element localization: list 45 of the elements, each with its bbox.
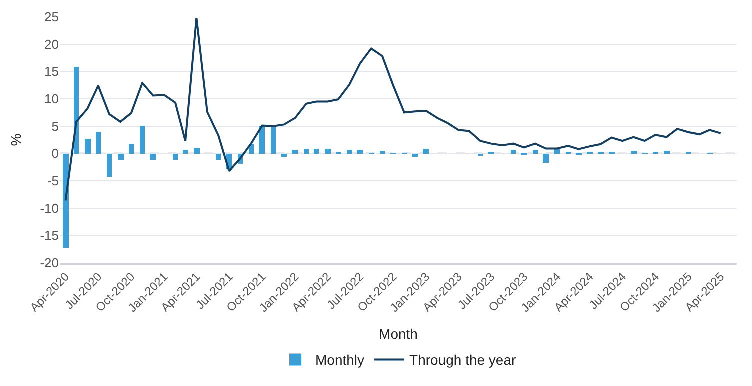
y-tick-label: -5 [47, 174, 59, 189]
y-tick-label: -20 [40, 256, 59, 271]
y-tick-label: 0 [52, 146, 59, 162]
bar [292, 150, 298, 154]
bar [96, 132, 101, 154]
x-axis-title: Month [379, 326, 418, 342]
bar [347, 150, 352, 154]
bar [533, 150, 538, 154]
bar [129, 144, 134, 154]
bar [281, 154, 287, 157]
bar [423, 149, 429, 154]
y-axis-title: % [8, 134, 24, 146]
line-series [64, 17, 722, 202]
bar [183, 150, 188, 154]
bar [63, 154, 69, 248]
legend-label: Through the year [410, 352, 516, 368]
bar [357, 150, 363, 154]
bar [664, 151, 670, 154]
bar [85, 139, 91, 154]
y-tick-label: -10 [40, 200, 59, 216]
bar [74, 67, 79, 154]
bar [325, 149, 331, 154]
bar [259, 126, 265, 154]
bar [118, 154, 124, 160]
bar [511, 150, 516, 154]
bar [271, 126, 276, 154]
bar [304, 149, 309, 154]
bar [543, 154, 549, 163]
bar [140, 126, 145, 154]
bar [194, 148, 200, 154]
bar [631, 151, 637, 154]
y-tick-label: 25 [44, 10, 59, 25]
bar [412, 154, 418, 157]
bar [173, 154, 178, 160]
bar [314, 149, 319, 154]
bar [380, 151, 385, 154]
bar [150, 154, 156, 160]
y-tick-label: 10 [44, 92, 59, 107]
bar [107, 154, 112, 177]
y-tick-label: 15 [44, 64, 59, 80]
bar [216, 154, 221, 160]
y-tick-label: 20 [44, 36, 59, 52]
legend-label: Monthly [316, 352, 365, 368]
y-tick-label: -15 [40, 228, 59, 244]
y-tick-label: 5 [52, 118, 59, 134]
